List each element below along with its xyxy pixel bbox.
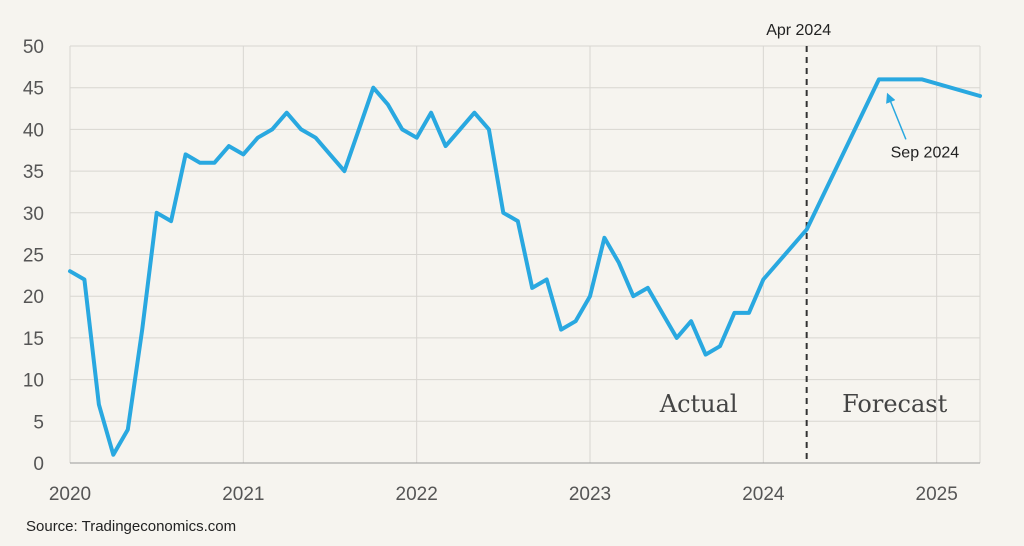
y-tick-label: 15 [23, 329, 44, 350]
y-tick-label: 0 [33, 454, 44, 475]
region-label-forecast: Forecast [842, 390, 948, 418]
region-label-actual: Actual [659, 390, 738, 418]
y-tick-label: 5 [33, 412, 44, 433]
source-text: Source: Tradingeconomics.com [26, 518, 236, 535]
series-line [68, 77, 982, 457]
y-tick-label: 20 [23, 287, 44, 308]
x-tick-label: 2020 [49, 484, 91, 505]
y-tick-label: 10 [23, 371, 44, 392]
y-tick-label: 35 [23, 162, 44, 183]
x-tick-label: 2021 [222, 484, 264, 505]
x-tick-labels: 2020 2021 2022 2023 2024 2025 [49, 484, 958, 505]
x-tick-label: 2025 [916, 484, 958, 505]
y-tick-label: 40 [23, 120, 44, 141]
annotation-label: Sep 2024 [891, 144, 960, 161]
y-tick-label: 25 [23, 246, 44, 267]
x-tick-label: 2022 [396, 484, 438, 505]
x-tick-label: 2023 [569, 484, 611, 505]
y-tick-label: 50 [23, 37, 44, 58]
annotation-arrow [886, 92, 907, 140]
divider-label: Apr 2024 [766, 22, 831, 39]
y-tick-label: 30 [23, 204, 44, 225]
x-tick-label: 2024 [742, 484, 785, 505]
y-tick-labels: 0 5 10 15 20 25 30 35 40 45 50 [23, 37, 44, 475]
y-tick-label: 45 [23, 79, 44, 100]
